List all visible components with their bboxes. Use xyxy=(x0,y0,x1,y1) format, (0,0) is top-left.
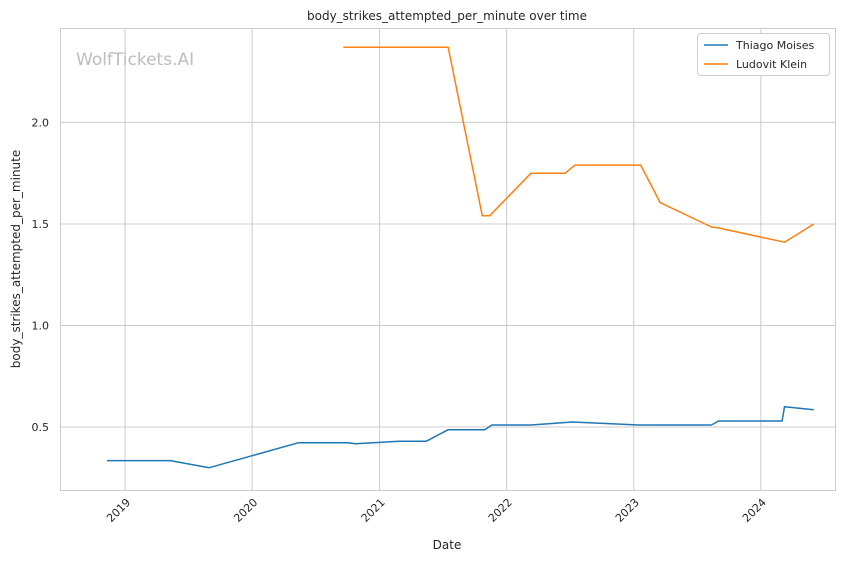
legend-box xyxy=(697,33,830,76)
y-tick-label: 2.0 xyxy=(32,116,50,129)
y-axis-label: body_strikes_attempted_per_minute xyxy=(9,150,23,368)
legend-label: Thiago Moises xyxy=(735,39,814,52)
y-tick-label: 1.5 xyxy=(32,218,50,231)
chart-title: body_strikes_attempted_per_minute over t… xyxy=(307,9,587,23)
y-tick-label: 0.5 xyxy=(32,421,50,434)
series-line-1 xyxy=(343,46,815,243)
legend: Thiago Moises Ludovit Klein xyxy=(697,33,830,76)
series-line-0 xyxy=(107,405,814,469)
y-tick-labels: 0.5 1.0 1.5 2.0 xyxy=(32,116,50,434)
legend-label: Ludovit Klein xyxy=(736,58,807,71)
series-lines xyxy=(107,46,815,469)
plot-frame xyxy=(60,28,836,491)
x-axis-label: Date xyxy=(433,538,462,552)
watermark: WolfTickets.AI xyxy=(76,50,194,70)
y-tick-label: 1.0 xyxy=(32,320,50,333)
x-gridlines xyxy=(124,29,762,490)
